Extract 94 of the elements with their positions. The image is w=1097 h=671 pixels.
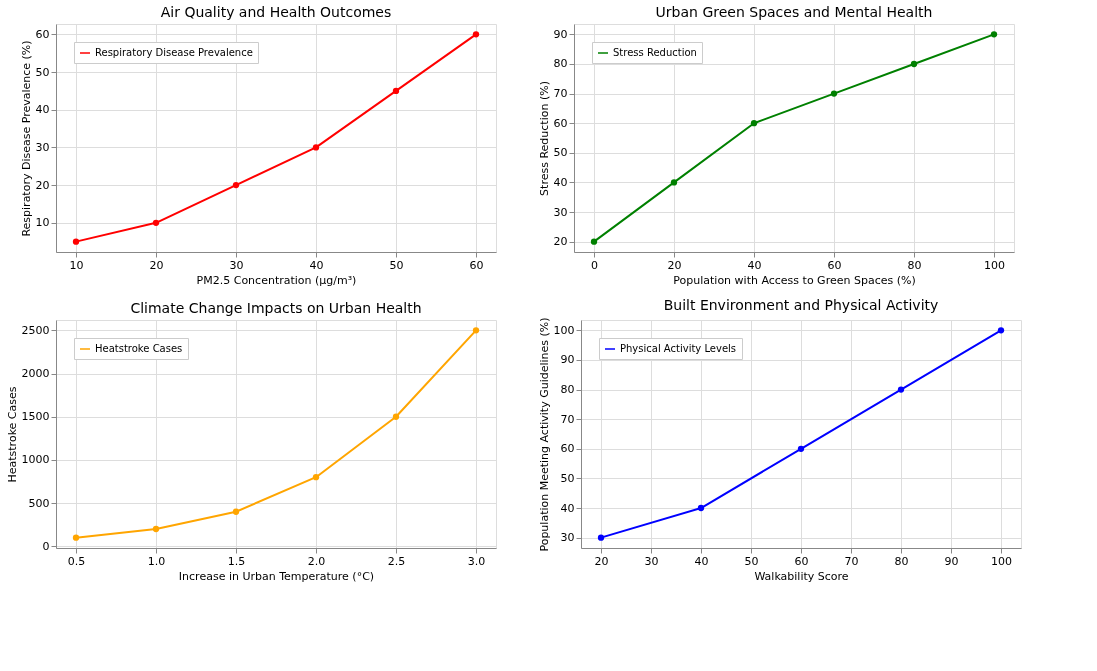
y-tick-label: 70	[553, 87, 568, 101]
x-tick-label: 100	[984, 258, 1005, 272]
point	[590, 238, 598, 245]
y-tick-label: 60	[553, 116, 568, 130]
point	[472, 31, 480, 38]
x-tick-label: 50	[744, 554, 759, 568]
x-tick-label: 60	[469, 258, 484, 272]
point	[232, 181, 240, 189]
y-tick-label: 70	[560, 412, 575, 426]
x-tick-label: 1.5	[227, 554, 246, 568]
y-tick-label: 50	[553, 146, 568, 160]
x-tick-label: 3.0	[467, 554, 486, 568]
point	[997, 327, 1005, 334]
y-tick-label: 80	[560, 383, 575, 397]
y-tick-label: 500	[28, 496, 50, 510]
y-tick-label: 60	[35, 27, 50, 41]
point	[897, 386, 905, 393]
y-tick-label: 2500	[21, 323, 50, 337]
y-tick-label: 30	[560, 531, 575, 545]
chart-title: Built Environment and Physical Activity	[663, 296, 939, 313]
y-axis-title: Population Meeting Activity Guidelines (%)	[537, 317, 551, 552]
y-tick-label: 20	[35, 178, 50, 192]
x-tick-label: 90	[944, 554, 959, 568]
x-tick-label: 0.5	[67, 554, 86, 568]
y-tick-label: 90	[553, 27, 568, 41]
legend-label: Stress Reduction	[613, 47, 697, 58]
x-tick-label: 2.0	[307, 554, 326, 568]
point	[72, 534, 80, 541]
point	[797, 445, 805, 452]
x-tick-label: 2.5	[387, 554, 406, 568]
legend-label: Heatstroke Cases	[95, 343, 183, 354]
point	[152, 219, 160, 226]
y-axis-title: Heatstroke Cases	[5, 386, 19, 483]
y-tick-label: 40	[560, 501, 575, 515]
y-tick-label: 60	[560, 442, 575, 456]
y-tick-label: 30	[35, 140, 50, 154]
y-tick-label: 1500	[21, 410, 50, 424]
x-tick-label: 40	[309, 258, 324, 272]
legend-label: Physical Activity Levels	[620, 343, 737, 354]
y-tick-label: 1000	[21, 453, 50, 467]
y-tick-label: 0	[42, 539, 50, 553]
x-tick-label: 60	[794, 554, 809, 568]
point	[990, 31, 998, 38]
x-axis-title: Walkability Score	[754, 569, 849, 583]
y-tick-label: 80	[553, 57, 568, 71]
x-axis-title: PM2.5 Concentration (µg/m³)	[196, 273, 357, 287]
y-tick-label: 50	[35, 65, 50, 79]
x-axis-title: Increase in Urban Temperature (°C)	[178, 569, 375, 583]
point	[697, 504, 705, 512]
point	[312, 474, 320, 481]
x-tick-label: 30	[644, 554, 659, 568]
x-axis-title: Population with Access to Green Spaces (%)	[673, 273, 916, 287]
point	[472, 327, 480, 334]
y-tick-label: 40	[553, 175, 568, 189]
chart-title: Climate Change Impacts on Urban Health	[130, 300, 422, 316]
y-tick-label: 10	[35, 216, 50, 230]
x-tick-label: 10	[69, 258, 84, 272]
point	[597, 534, 605, 541]
point	[312, 144, 320, 151]
x-tick-label: 1.0	[147, 554, 166, 568]
y-tick-label: 50	[560, 471, 575, 485]
point	[910, 60, 918, 68]
y-tick-label: 30	[553, 205, 568, 219]
x-tick-label: 80	[907, 258, 922, 272]
y-axis-title: Respiratory Disease Prevalence (%)	[19, 40, 33, 237]
chart-title: Air Quality and Health Outcomes	[160, 4, 392, 20]
x-tick-label: 50	[389, 258, 404, 272]
x-tick-label: 20	[667, 258, 682, 272]
y-tick-label: 2000	[21, 367, 50, 381]
x-tick-label: 40	[694, 554, 709, 568]
x-tick-label: 60	[827, 258, 842, 272]
y-tick-label: 90	[560, 353, 575, 367]
x-tick-label: 20	[594, 554, 609, 568]
x-tick-label: 80	[894, 554, 909, 568]
point	[152, 525, 160, 533]
point	[670, 179, 678, 186]
y-tick-label: 20	[553, 235, 568, 249]
point	[750, 120, 758, 127]
point	[72, 238, 80, 245]
x-tick-label: 40	[747, 258, 762, 272]
y-tick-label: 100	[553, 323, 575, 337]
point	[830, 90, 838, 97]
x-tick-label: 0	[591, 258, 598, 272]
x-tick-label: 20	[149, 258, 164, 272]
point	[392, 413, 400, 420]
point	[232, 508, 240, 515]
x-tick-label: 70	[844, 554, 859, 568]
y-axis-title: Stress Reduction (%)	[537, 81, 551, 196]
point	[392, 87, 400, 95]
x-tick-label: 100	[991, 554, 1012, 568]
legend-label: Respiratory Disease Prevalence	[95, 47, 253, 58]
y-tick-label: 40	[35, 103, 50, 117]
x-tick-label: 30	[229, 258, 244, 272]
chart-title: Urban Green Spaces and Mental Health	[655, 4, 933, 20]
